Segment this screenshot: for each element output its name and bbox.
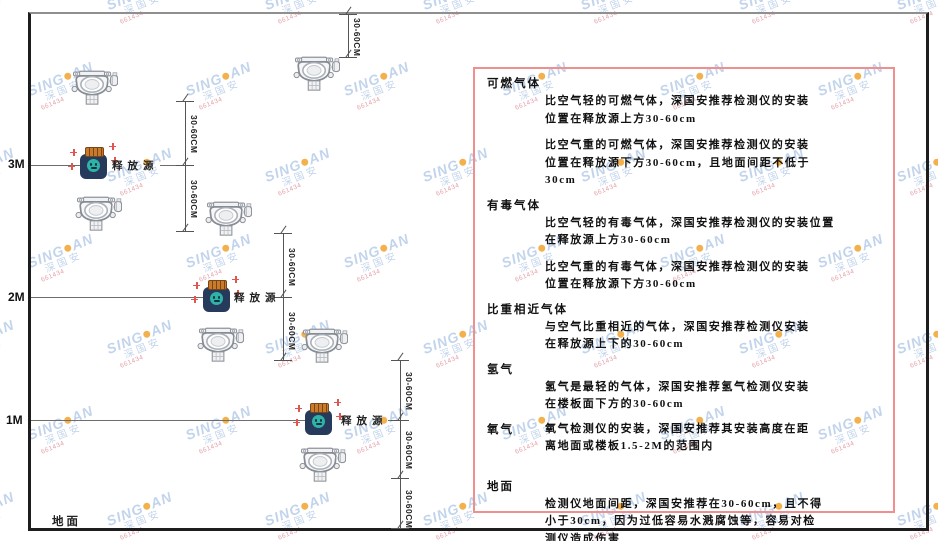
installation-notes-panel: 可燃气体 比空气轻的可燃气体，深国安推荐检测仪的安装 位置在释放源上方30-60c… — [473, 67, 895, 541]
brand-watermark: SINGAN 深国安 661434 — [0, 144, 23, 201]
brand-watermark: SINGAN 深国安 661434 — [0, 488, 23, 541]
spark-icon — [295, 405, 302, 412]
dimension-tick — [274, 352, 292, 361]
panel-section: 氢气 氢气是最轻的气体，深国安推荐氢气检测仪安装 在楼板面下方的30-60cm — [487, 361, 883, 414]
dimension-tick — [274, 289, 292, 298]
dimension-label: 30-60CM — [287, 248, 297, 287]
section-paragraph: 氧气检测仪的安装，深国安推荐其安装高度在距 离地面或楼板1.5-2M的范围内 — [545, 422, 810, 453]
panel-section: 可燃气体 比空气轻的可燃气体，深国安推荐检测仪的安装 位置在释放源上方30-60c… — [487, 75, 883, 190]
dimension-label: 30-60CM — [404, 490, 414, 529]
dimension-tick — [176, 157, 194, 166]
release-source-label: 释放源 — [341, 416, 388, 427]
brand-watermark-code: 661434 — [0, 0, 23, 27]
section-paragraph: 检测仪地面间距，深国安推荐在30-60cm，且不得 小于30cm，因为过低容易水溅… — [545, 497, 823, 541]
dimension-tick — [274, 225, 292, 234]
dimension-tick — [391, 470, 409, 479]
gas-detector-icon — [196, 325, 244, 364]
section-heading: 氢气 — [487, 363, 514, 376]
dimension-tick — [176, 93, 194, 102]
source-cap — [85, 147, 104, 157]
section-body: 氢气是最轻的气体，深国安推荐氢气检测仪安装 在楼板面下方的30-60cm — [545, 379, 883, 414]
dimension-label: 30-60CM — [352, 18, 362, 57]
spark-icon — [334, 399, 341, 406]
gas-detector-icon — [292, 54, 340, 93]
gas-detector-icon — [74, 194, 122, 233]
section-body: 氧气检测仪的安装，深国安推荐其安装高度在距 离地面或楼板1.5-2M的范围内 — [545, 421, 810, 458]
section-paragraph: 比空气轻的可燃气体，深国安推荐检测仪的安装 位置在释放源上方30-60cm — [545, 95, 810, 125]
release-source-icon — [191, 276, 241, 313]
section-heading: 有毒气体 — [487, 199, 541, 212]
spark-icon — [193, 282, 200, 289]
section-paragraph: 氢气是最轻的气体，深国安推荐氢气检测仪安装 在楼板面下方的30-60cm — [545, 380, 810, 411]
dimension-tick — [339, 49, 357, 58]
dimension-line-ceiling — [348, 14, 349, 57]
dimension-label: 30-60CM — [404, 372, 414, 411]
gas-detector-icon — [70, 68, 118, 107]
panel-section: 氧气 氧气检测仪的安装，深国安推荐其安装高度在距 离地面或楼板1.5-2M的范围内 — [487, 421, 883, 458]
release-source-icon — [68, 143, 118, 180]
section-paragraph: 比空气轻的有毒气体，深国安推荐检测仪的安装位置 在释放源上方30-60cm — [545, 216, 835, 247]
floor-label: 地面 — [52, 516, 81, 528]
dimension-line-2m — [283, 233, 284, 360]
label-leader-3m — [160, 165, 185, 166]
height-label-2m: 2M — [8, 290, 25, 304]
dimension-tick — [391, 412, 409, 421]
spark-icon — [336, 413, 343, 420]
dimension-tick — [391, 520, 409, 529]
height-label-1m: 1M — [6, 413, 23, 427]
release-source-label: 释放源 — [112, 161, 159, 172]
section-heading: 比重相近气体 — [487, 303, 568, 316]
section-body: 检测仪地面间距，深国安推荐在30-60cm，且不得 小于30cm，因为过低容易水溅… — [545, 496, 883, 541]
dimension-line-3m — [185, 101, 186, 231]
spark-icon — [68, 163, 75, 170]
gas-detector-icon — [300, 326, 348, 365]
spark-icon — [293, 419, 300, 426]
dimension-label: 30-60CM — [189, 115, 199, 154]
spark-icon — [191, 296, 198, 303]
gas-detector-icon — [298, 445, 346, 484]
section-heading: 地面 — [487, 480, 514, 493]
spark-icon — [232, 276, 239, 283]
leader-line-3m — [31, 165, 80, 166]
leader-line-2m — [31, 297, 203, 298]
section-heading: 可燃气体 — [487, 78, 541, 90]
dimension-tick — [176, 223, 194, 232]
source-face — [87, 159, 100, 172]
panel-section: 地面 检测仪地面间距，深国安推荐在30-60cm，且不得 小于30cm，因为过低容… — [487, 478, 883, 541]
dimension-tick — [339, 6, 357, 15]
spark-icon — [109, 143, 116, 150]
spark-icon — [111, 157, 118, 164]
dimension-line-1m — [400, 360, 401, 528]
section-paragraph: 比空气重的有毒气体，深国安推荐检测仪的安装 位置在释放源下方30-60cm — [545, 260, 810, 291]
spark-icon — [234, 290, 241, 297]
dimension-label: 30-60CM — [189, 180, 199, 219]
section-body: 比空气轻的有毒气体，深国安推荐检测仪的安装位置 在释放源上方30-60cm 比空气重… — [545, 215, 883, 294]
leader-line-1m — [31, 420, 305, 421]
brand-watermark: SINGAN 深国安 661434 — [0, 0, 23, 29]
dimension-tick — [391, 352, 409, 361]
release-source-label: 释放源 — [234, 293, 281, 304]
brand-watermark: SINGAN 深国安 661434 — [0, 316, 23, 373]
spark-icon — [70, 149, 77, 156]
height-label-3m: 3M — [8, 157, 25, 171]
section-paragraph: 比空气重的可燃气体，深国安推荐检测仪的安装 位置在释放源下方30-60cm，且地面… — [545, 139, 811, 186]
panel-section: 有毒气体 比空气轻的有毒气体，深国安推荐检测仪的安装位置 在释放源上方30-60c… — [487, 197, 883, 294]
dimension-label: 30-60CM — [287, 312, 297, 351]
section-paragraph: 与空气比重相近的气体，深国安推荐检测仪安装 在释放源上下的30-60cm — [545, 320, 810, 351]
panel-section: 比重相近气体 与空气比重相近的气体，深国安推荐检测仪安装 在释放源上下的30-60… — [487, 301, 883, 354]
section-heading: 氧气 — [487, 423, 514, 436]
release-source-icon — [293, 399, 343, 436]
section-body: 与空气比重相近的气体，深国安推荐检测仪安装 在释放源上下的30-60cm — [545, 319, 883, 354]
room-outline — [28, 12, 929, 531]
section-body: 比空气轻的可燃气体，深国安推荐检测仪的安装 位置在释放源上方30-60cm 比空气重… — [545, 93, 883, 190]
gas-detector-icon — [204, 199, 252, 238]
dimension-label: 30-60CM — [404, 431, 414, 470]
